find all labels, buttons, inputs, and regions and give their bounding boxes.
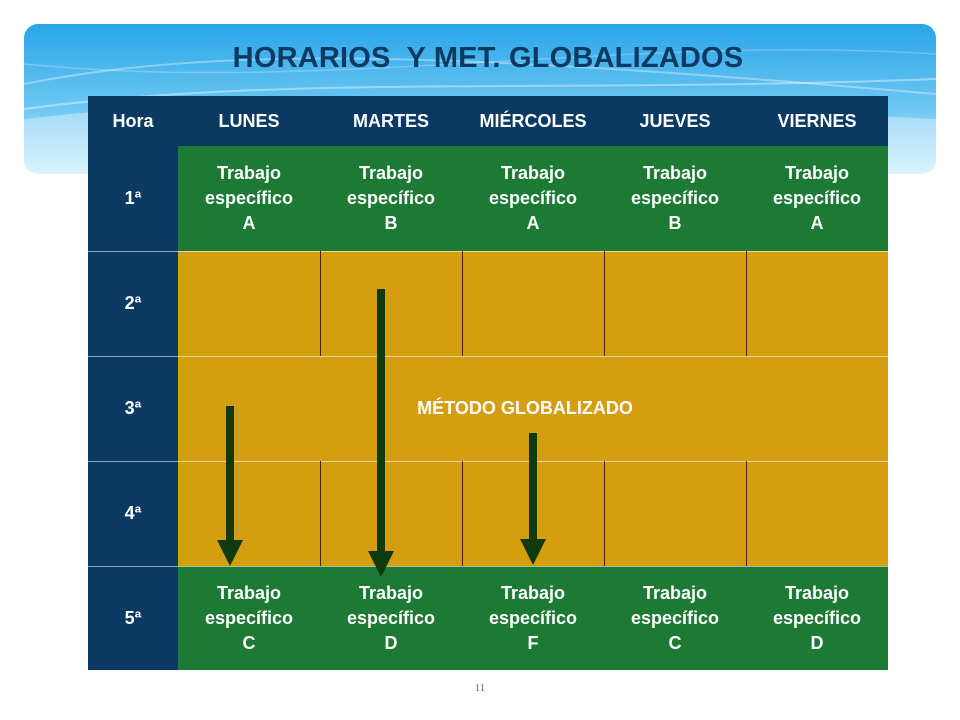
down-arrow-martes <box>368 289 394 577</box>
cell-line: D <box>384 632 398 653</box>
cell-line: C <box>668 632 682 653</box>
cell-line: específico <box>488 607 578 628</box>
cell-line: específico <box>346 607 436 628</box>
cell-line: A <box>810 213 824 233</box>
grid-line <box>746 461 747 566</box>
grid-line <box>746 251 747 356</box>
header-hora: Hora <box>88 96 178 146</box>
cell-line: F <box>527 632 539 653</box>
cell-r5-martes: Trabajo específico D <box>320 566 462 670</box>
cell-line: Trabajo <box>500 582 565 603</box>
row-label-5: 5ª <box>88 566 178 670</box>
cell-r1-viernes: Trabajo específico A <box>746 146 888 251</box>
grid-line <box>604 251 605 356</box>
cell-line: D <box>810 632 824 653</box>
cell-r1-miercoles: Trabajo específico A <box>462 146 604 251</box>
header-lunes: LUNES <box>178 96 320 146</box>
header-viernes: VIERNES <box>746 96 888 146</box>
cell-line: Trabajo <box>784 163 849 183</box>
cell-line: específico <box>772 188 862 208</box>
cell-line: Trabajo <box>358 163 423 183</box>
cell-r1-jueves: Trabajo específico B <box>604 146 746 251</box>
grid-line <box>88 461 888 462</box>
header-martes: MARTES <box>320 96 462 146</box>
cell-line: A <box>242 213 256 233</box>
row-label-3: 3ª <box>88 356 178 461</box>
cell-line: específico <box>204 188 294 208</box>
cell-line: Trabajo <box>216 163 281 183</box>
grid-line <box>320 461 321 566</box>
cell-line: B <box>384 213 398 233</box>
schedule-table: Hora LUNES MARTES MIÉRCOLES JUEVES VIERN… <box>88 96 888 670</box>
cell-line: Trabajo <box>642 163 707 183</box>
row-label-1: 1ª <box>88 146 178 251</box>
cell-r5-lunes: Trabajo específico C <box>178 566 320 670</box>
cell-line: Trabajo <box>216 582 281 603</box>
cell-line: específico <box>346 188 436 208</box>
down-arrow-lunes <box>217 406 243 566</box>
cell-line: Trabajo <box>500 163 565 183</box>
grid-line <box>604 461 605 566</box>
cell-r1-martes: Trabajo específico B <box>320 146 462 251</box>
grid-line <box>88 356 888 357</box>
grid-line <box>462 461 463 566</box>
cell-line: específico <box>630 188 720 208</box>
grid-line <box>88 251 888 252</box>
grid-line <box>320 251 321 356</box>
header-jueves: JUEVES <box>604 96 746 146</box>
page-number: 11 <box>474 682 486 694</box>
cell-r5-jueves: Trabajo específico C <box>604 566 746 670</box>
header-miercoles: MIÉRCOLES <box>462 96 604 146</box>
cell-line: específico <box>488 188 578 208</box>
slide-title: HORARIOS Y MET. GLOBALIZADOS <box>232 42 744 74</box>
cell-line: A <box>526 213 540 233</box>
row-label-4: 4ª <box>88 461 178 566</box>
cell-line: Trabajo <box>642 582 707 603</box>
grid-line <box>88 566 888 567</box>
cell-line: específico <box>204 607 294 628</box>
merged-method-cell: MÉTODO GLOBALIZADO <box>178 356 888 461</box>
cell-line: Trabajo <box>784 582 849 603</box>
cell-line: específico <box>772 607 862 628</box>
cell-line: específico <box>630 607 720 628</box>
cell-r5-viernes: Trabajo específico D <box>746 566 888 670</box>
down-arrow-miercoles <box>520 433 546 565</box>
cell-line: B <box>668 213 682 233</box>
row-label-2: 2ª <box>88 251 178 356</box>
cell-r1-lunes: Trabajo específico A <box>178 146 320 251</box>
grid-line <box>462 251 463 356</box>
cell-line: C <box>242 632 256 653</box>
method-label: MÉTODO GLOBALIZADO <box>417 398 633 418</box>
cell-line: Trabajo <box>358 582 423 603</box>
cell-r5-miercoles: Trabajo específico F <box>462 566 604 670</box>
